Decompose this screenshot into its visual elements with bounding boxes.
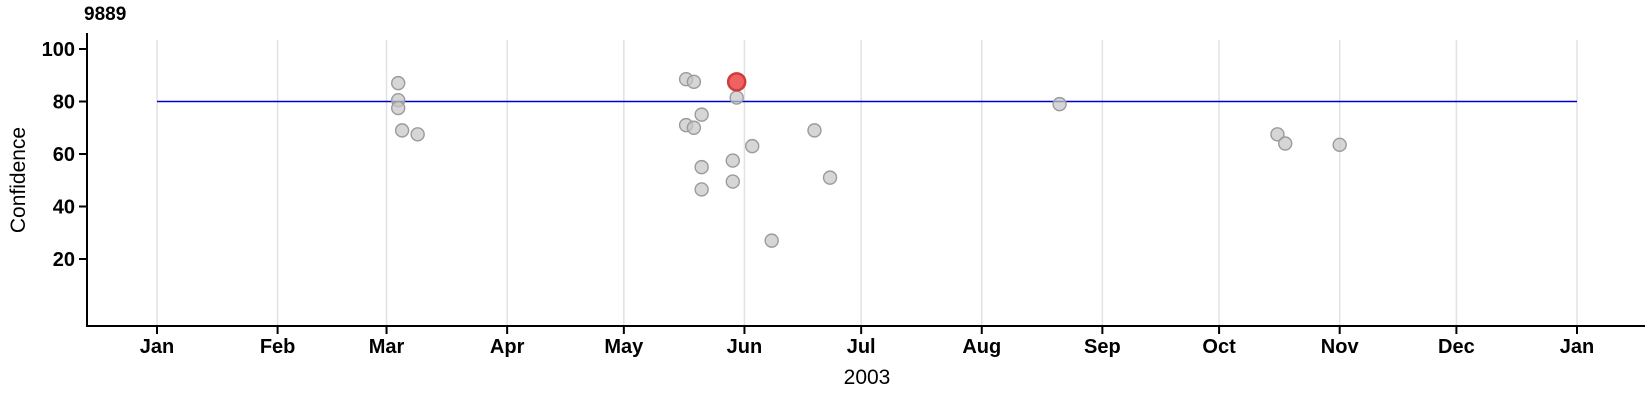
data-point[interactable] [1052,96,1067,112]
y-tick-label: 60 [53,144,75,166]
x-tick-label: Nov [1321,336,1360,358]
data-point[interactable] [394,123,410,138]
data-point[interactable] [725,174,740,189]
data-point[interactable] [729,90,744,105]
data-point[interactable] [391,75,406,91]
data-point[interactable] [686,74,702,90]
x-tick-label: Mar [369,336,405,358]
x-tick-label: May [604,336,644,358]
data-point[interactable] [745,138,760,154]
x-tick-label: Oct [1202,336,1236,358]
x-tick-label: Jun [727,336,763,358]
x-axis-title: 2003 [843,366,891,389]
x-tick-label: Jul [847,336,876,358]
data-point[interactable] [1278,136,1293,151]
x-tick-label: Aug [962,336,1001,358]
y-tick-label: 100 [42,39,75,61]
data-point[interactable] [410,127,425,142]
data-point[interactable] [725,153,740,168]
data-point[interactable] [686,120,702,135]
data-point[interactable] [1270,127,1285,142]
x-tick-label: Apr [490,336,525,358]
x-tick-label: Jan [1560,336,1594,358]
x-tick-label: Feb [260,336,296,358]
data-point[interactable] [694,159,709,175]
data-point[interactable] [391,100,406,116]
y-tick-label: 40 [53,197,75,219]
x-tick-label: Jan [140,336,174,358]
chart-title: 9889 [84,4,127,25]
data-point[interactable] [694,182,709,197]
data-point[interactable] [822,170,838,185]
selected-data-point[interactable] [726,72,747,92]
data-point[interactable] [694,107,709,122]
y-tick-label: 20 [53,249,75,271]
data-point[interactable] [1332,137,1347,153]
data-point[interactable] [807,123,822,138]
y-tick-label: 80 [53,92,75,114]
x-tick-label: Dec [1438,336,1475,358]
x-tick-label: Sep [1084,336,1121,358]
data-point[interactable] [764,233,779,248]
